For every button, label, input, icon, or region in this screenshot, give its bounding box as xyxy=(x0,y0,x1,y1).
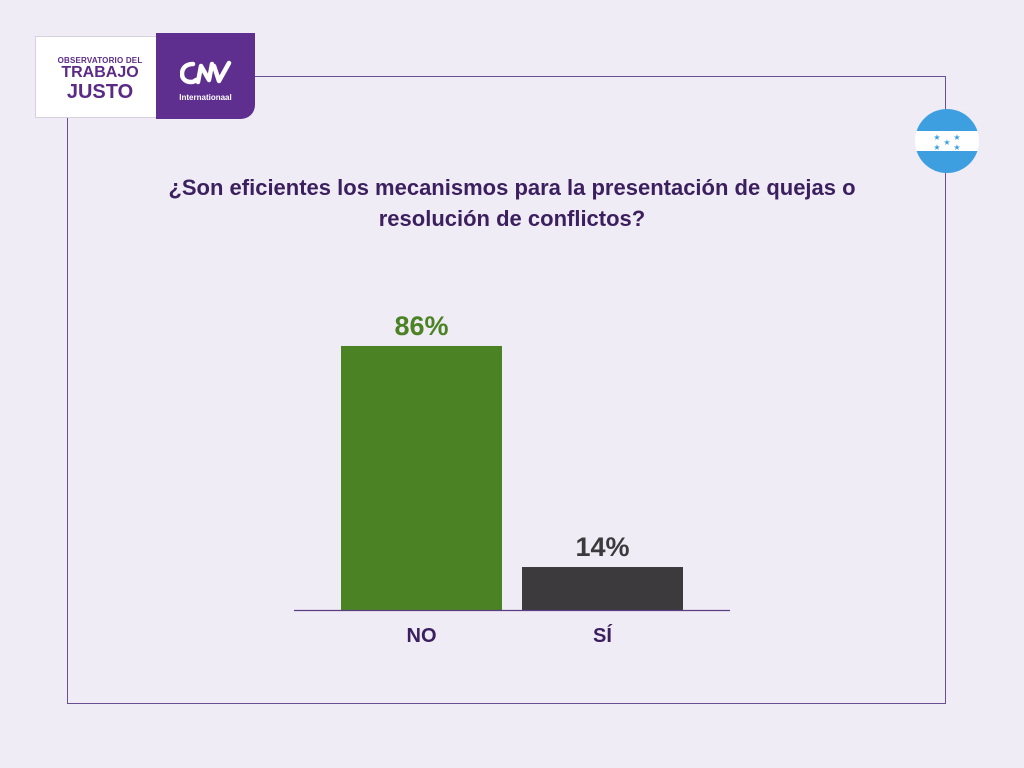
svg-text:★: ★ xyxy=(953,133,960,142)
logo-justo-text: JUSTO xyxy=(66,81,134,103)
logo-trabajo-text: TRABAJO xyxy=(61,64,139,81)
svg-text:★: ★ xyxy=(943,138,950,147)
category-label: NO xyxy=(407,625,437,647)
bar-sí xyxy=(522,567,683,610)
bar-no xyxy=(341,345,502,610)
honduras-flag-icon: ★ ★ ★ ★ ★ xyxy=(915,109,979,173)
svg-text:★: ★ xyxy=(953,143,960,152)
chart-title: ¿Son eficientes los mecanismos para la p… xyxy=(168,175,856,231)
cnv-logo-icon xyxy=(180,60,232,85)
observatorio-logo: OBSERVATORIO DEL TRABAJO JUSTO xyxy=(35,36,163,118)
data-label: 86% xyxy=(394,311,448,341)
cnv-logo: Internationaal xyxy=(156,33,255,119)
svg-text:★: ★ xyxy=(933,133,940,142)
chart-frame xyxy=(67,76,946,704)
category-label: SÍ xyxy=(593,624,612,647)
data-label: 14% xyxy=(575,532,629,562)
cnv-subtitle: Internationaal xyxy=(179,93,232,102)
logo-observatorio-text: OBSERVATORIO DEL xyxy=(57,56,143,65)
svg-text:★: ★ xyxy=(933,143,940,152)
